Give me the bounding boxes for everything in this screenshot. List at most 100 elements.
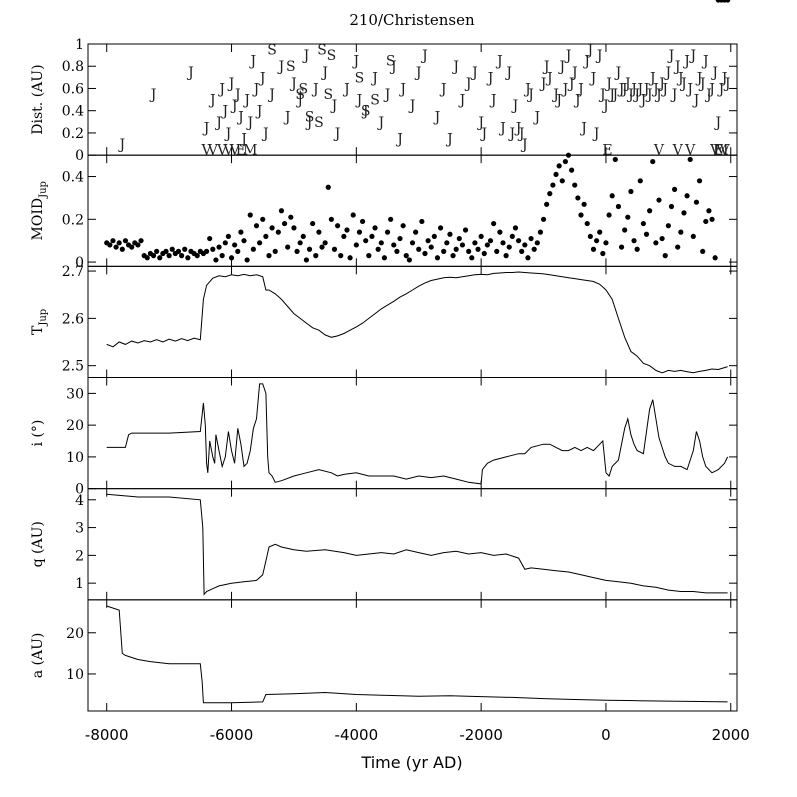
data-point — [291, 225, 297, 231]
data-point — [335, 223, 341, 229]
marker-J: J — [439, 81, 447, 97]
data-point — [540, 216, 547, 222]
data-point — [150, 253, 157, 259]
data-point — [372, 225, 378, 231]
marker-J: J — [330, 98, 338, 114]
y-tick-label: 20 — [66, 418, 84, 434]
data-point — [413, 229, 419, 235]
data-point — [537, 229, 544, 235]
marker-S: S — [314, 115, 324, 131]
data-point — [628, 188, 634, 195]
marker-J: J — [202, 120, 210, 136]
marker-J: J — [526, 87, 534, 103]
marker-J: J — [433, 109, 441, 125]
y-axis-label: a (AU) — [30, 633, 46, 679]
marker-J: J — [573, 93, 581, 109]
data-point — [665, 223, 671, 229]
data-point — [487, 238, 494, 244]
data-point — [316, 229, 322, 235]
data-point — [119, 246, 125, 252]
x-tick-label: -4000 — [335, 726, 379, 744]
marker-J: J — [713, 115, 721, 131]
marker-J: J — [508, 126, 516, 142]
chart-title: 210/Christensen — [349, 11, 475, 29]
data-point — [606, 212, 612, 218]
data-point — [559, 178, 565, 184]
marker-J: J — [342, 81, 350, 97]
data-point — [494, 248, 500, 254]
data-point — [597, 229, 603, 235]
data-point — [572, 182, 578, 188]
data-point — [556, 163, 562, 169]
data-point — [422, 250, 428, 257]
marker-J: J — [255, 104, 263, 120]
data-point — [472, 240, 478, 246]
data-point — [244, 257, 250, 263]
data-point — [712, 255, 718, 261]
marker-J: J — [514, 120, 522, 136]
data-point — [297, 240, 303, 246]
marker-J: J — [542, 59, 550, 75]
data-point — [500, 240, 506, 246]
data-point — [603, 240, 609, 246]
marker-J: J — [651, 81, 659, 97]
data-point — [456, 235, 462, 242]
data-point — [584, 220, 590, 227]
data-point — [653, 240, 659, 246]
data-point — [269, 225, 275, 231]
y-tick-label: 1 — [75, 576, 84, 592]
marker-J: J — [458, 93, 466, 109]
marker-J: J — [414, 65, 422, 81]
marker-J: J — [579, 120, 587, 136]
y-tick-label: 0.4 — [62, 104, 84, 120]
data-point — [650, 158, 656, 165]
marker-J: J — [389, 59, 397, 75]
series-line — [106, 383, 729, 485]
series-line — [106, 605, 728, 704]
marker-S: S — [355, 70, 365, 86]
marker-J: J — [673, 59, 681, 75]
y-tick-label: 3 — [75, 521, 84, 537]
marker-J: J — [676, 70, 684, 86]
marker-J: J — [517, 126, 525, 142]
marker-J: J — [370, 70, 378, 86]
data-point — [466, 248, 472, 254]
y-tick-label: 2.6 — [62, 311, 84, 327]
marker-J: J — [383, 87, 391, 103]
marker-J: J — [657, 76, 665, 92]
data-point — [394, 248, 400, 254]
marker-V: V — [653, 143, 665, 159]
marker-J: J — [149, 87, 157, 103]
series-line — [106, 493, 728, 596]
data-point — [285, 244, 291, 250]
data-point — [425, 238, 431, 244]
marker-J: J — [539, 76, 547, 92]
data-point — [313, 253, 319, 259]
x-axis-label: Time (yr AD) — [360, 753, 462, 772]
data-point — [185, 255, 191, 261]
marker-J: J — [252, 81, 260, 97]
marker-J: J — [217, 81, 225, 97]
panel-a: 10 20 a (AU) — [30, 599, 738, 712]
data-point — [656, 197, 662, 203]
data-point — [659, 235, 665, 242]
y-tick-label: 0.8 — [62, 59, 84, 75]
data-point — [531, 246, 537, 252]
data-point — [491, 220, 497, 227]
data-point — [363, 238, 369, 244]
data-point — [509, 233, 515, 240]
data-point — [437, 225, 444, 231]
data-point — [232, 242, 238, 248]
marker-J: J — [511, 98, 519, 114]
data-point — [625, 214, 631, 220]
marker-J: J — [523, 81, 531, 97]
data-point — [668, 203, 675, 210]
data-point — [475, 246, 481, 252]
panel-frame — [87, 377, 738, 490]
data-point — [609, 193, 615, 199]
data-point — [690, 233, 696, 240]
y-axis-label-subscript: Jup — [38, 309, 49, 327]
marker-V: V — [709, 143, 721, 159]
marker-J: J — [305, 115, 313, 131]
data-point — [700, 248, 706, 254]
